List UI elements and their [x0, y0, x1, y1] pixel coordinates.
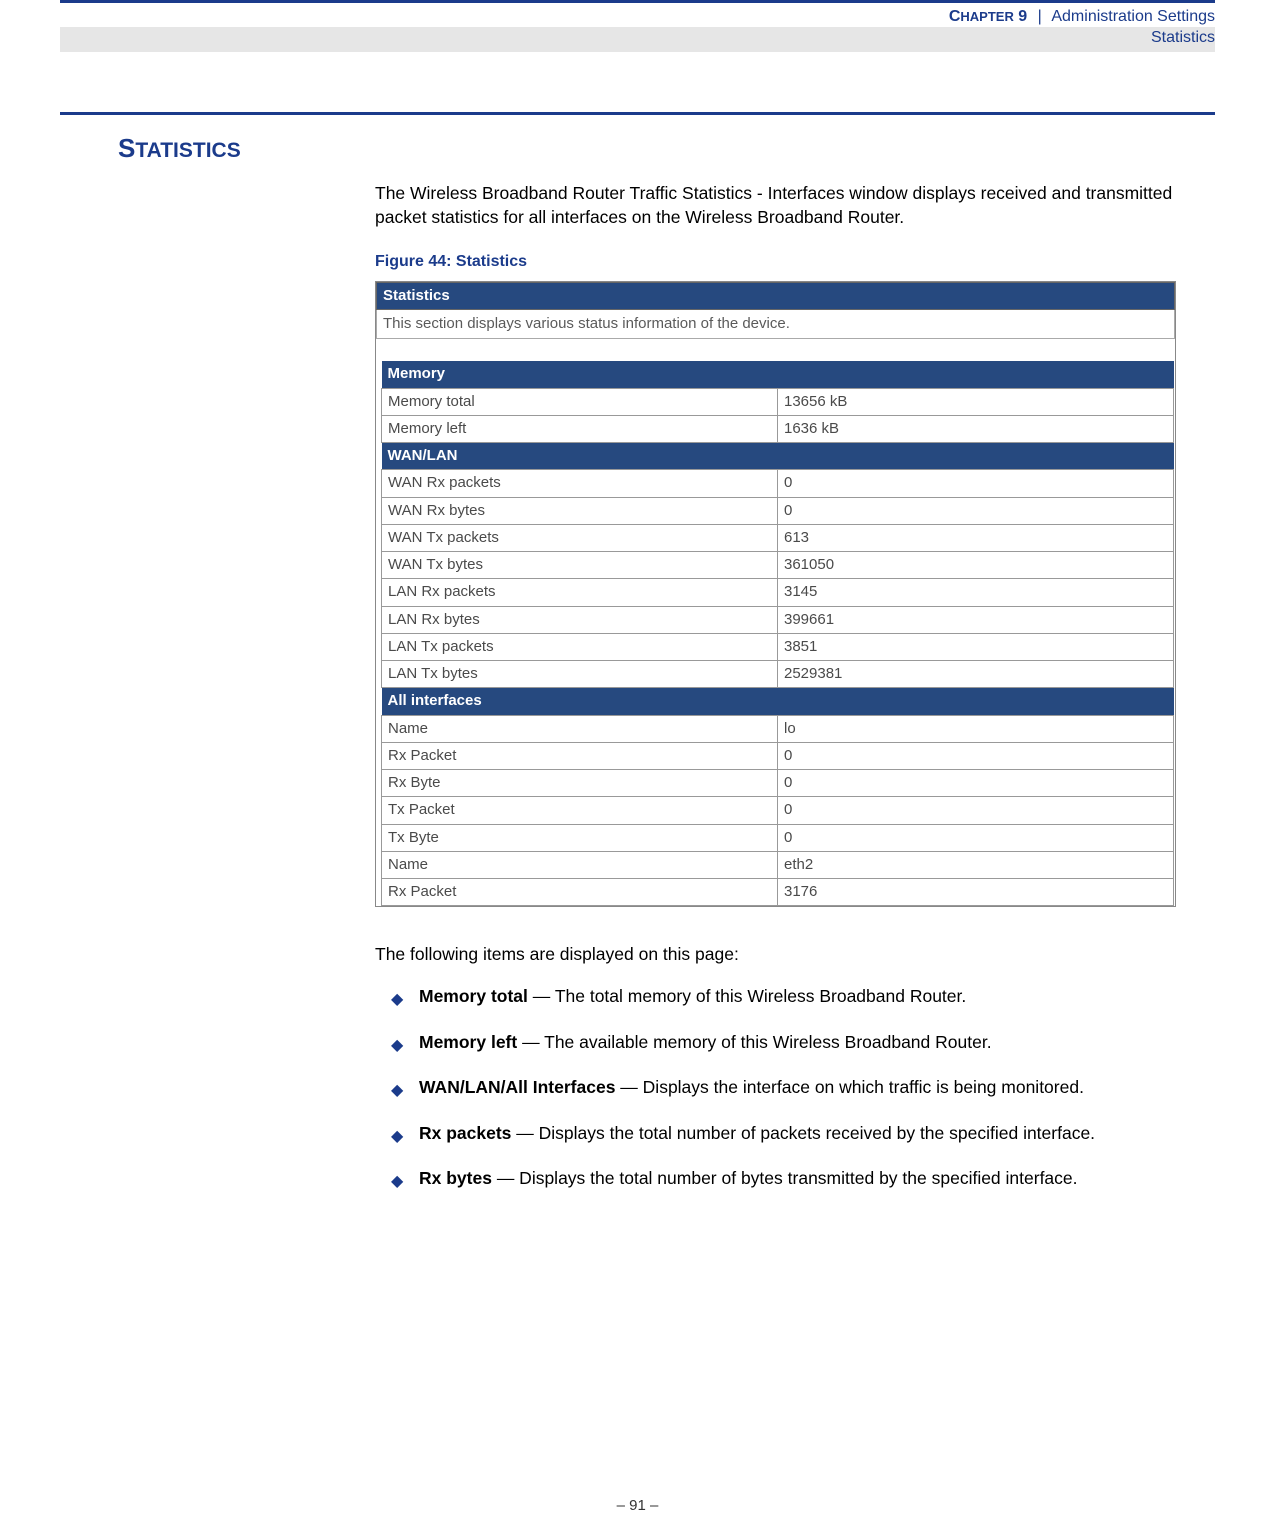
diamond-icon: ◆: [391, 989, 403, 1011]
cell-label: Name: [382, 715, 778, 742]
page-footer: – 91 –: [0, 1497, 1275, 1514]
table-row: LAN Rx bytes399661: [382, 606, 1174, 633]
stats-table: WAN/LANWAN Rx packets0WAN Rx bytes0WAN T…: [381, 443, 1174, 688]
cell-label: LAN Rx bytes: [382, 606, 778, 633]
table-row: Nameeth2: [382, 851, 1174, 878]
bullet-desc: — Displays the total number of bytes tra…: [492, 1168, 1078, 1188]
cell-value: 3145: [778, 579, 1174, 606]
stats-table: MemoryMemory total13656 kBMemory left163…: [381, 361, 1174, 443]
cell-value: 1636 kB: [778, 415, 1174, 442]
diamond-icon: ◆: [391, 1171, 403, 1193]
group-header: Memory: [382, 361, 1174, 388]
bullet-term: WAN/LAN/All Interfaces: [419, 1077, 615, 1097]
group-header: All interfaces: [382, 688, 1174, 715]
table-row: Tx Byte0: [382, 824, 1174, 851]
chapter-line: CHAPTER 9 | Administration Settings: [949, 7, 1215, 28]
cell-value: 0: [778, 470, 1174, 497]
cell-label: Rx Byte: [382, 770, 778, 797]
table-row: WAN Tx bytes361050: [382, 552, 1174, 579]
cell-label: LAN Rx packets: [382, 579, 778, 606]
header-subtitle: Statistics: [949, 28, 1215, 49]
cell-value: 613: [778, 524, 1174, 551]
cell-value: 0: [778, 742, 1174, 769]
pipe: |: [1038, 8, 1042, 25]
bullet-desc: — Displays the interface on which traffi…: [615, 1077, 1084, 1097]
list-item: ◆ Rx bytes — Displays the total number of…: [375, 1167, 1215, 1191]
table-row: Rx Packet0: [382, 742, 1174, 769]
bullet-list: ◆ Memory total — The total memory of this…: [375, 985, 1215, 1191]
section-rule: [60, 112, 1215, 115]
cell-label: Name: [382, 851, 778, 878]
cell-value: 0: [778, 824, 1174, 851]
table-row: Rx Byte0: [382, 770, 1174, 797]
cell-label: Rx Packet: [382, 742, 778, 769]
bullet-desc: — The available memory of this Wireless …: [517, 1032, 991, 1052]
section-title-cap: S: [118, 133, 135, 163]
section-title-rest: TATISTICS: [135, 139, 240, 162]
table-row: Namelo: [382, 715, 1174, 742]
header-bar: CHAPTER 9 | Administration Settings Stat…: [60, 0, 1215, 52]
bullet-desc: — Displays the total number of packets r…: [511, 1123, 1095, 1143]
bullet-term: Memory left: [419, 1032, 517, 1052]
cell-label: Tx Packet: [382, 797, 778, 824]
cell-label: WAN Rx bytes: [382, 497, 778, 524]
table-row: WAN Rx bytes0: [382, 497, 1174, 524]
cell-label: WAN Tx bytes: [382, 552, 778, 579]
diamond-icon: ◆: [391, 1080, 403, 1102]
table-row: Tx Packet0: [382, 797, 1174, 824]
cell-value: 3851: [778, 633, 1174, 660]
table-row: LAN Tx packets3851: [382, 633, 1174, 660]
figure-panel-title: Statistics: [376, 282, 1175, 310]
cell-label: LAN Tx packets: [382, 633, 778, 660]
cell-value: eth2: [778, 851, 1174, 878]
figure-label: Figure 44: Statistics: [375, 251, 1215, 273]
bullet-term: Rx bytes: [419, 1168, 492, 1188]
bullet-term: Memory total: [419, 986, 528, 1006]
table-row: WAN Tx packets613: [382, 524, 1174, 551]
cell-label: LAN Tx bytes: [382, 661, 778, 688]
cell-value: 0: [778, 770, 1174, 797]
section-title: STATISTICS: [118, 133, 1215, 164]
cell-value: 2529381: [778, 661, 1174, 688]
header-text: CHAPTER 9 | Administration Settings Stat…: [949, 7, 1215, 49]
header-section: Administration Settings: [1051, 8, 1215, 25]
cell-value: 399661: [778, 606, 1174, 633]
figure-tables: MemoryMemory total13656 kBMemory left163…: [381, 361, 1174, 906]
table-row: Memory left1636 kB: [382, 415, 1174, 442]
list-item: ◆ Memory total — The total memory of this…: [375, 985, 1215, 1009]
chapter-rest: HAPTER: [960, 9, 1013, 24]
figure-box: Statistics This section displays various…: [375, 281, 1176, 908]
bullet-desc: — The total memory of this Wireless Broa…: [528, 986, 966, 1006]
bullet-term: Rx packets: [419, 1123, 511, 1143]
table-row: LAN Tx bytes2529381: [382, 661, 1174, 688]
cell-label: Rx Packet: [382, 879, 778, 906]
table-row: WAN Rx packets0: [382, 470, 1174, 497]
stats-table: All interfacesNameloRx Packet0Rx Byte0Tx…: [381, 688, 1174, 906]
cell-label: Memory total: [382, 388, 778, 415]
table-row: LAN Rx packets3145: [382, 579, 1174, 606]
cell-value: 361050: [778, 552, 1174, 579]
cell-value: 3176: [778, 879, 1174, 906]
cell-label: Tx Byte: [382, 824, 778, 851]
after-text: The following items are displayed on thi…: [375, 943, 1215, 967]
cell-value: 0: [778, 797, 1174, 824]
chapter-num: 9: [1014, 8, 1027, 25]
diamond-icon: ◆: [391, 1126, 403, 1148]
chapter-cap: C: [949, 8, 961, 25]
cell-value: 0: [778, 497, 1174, 524]
list-item: ◆ Rx packets — Displays the total number …: [375, 1122, 1215, 1146]
cell-value: lo: [778, 715, 1174, 742]
intro-text: The Wireless Broadband Router Traffic St…: [375, 182, 1215, 229]
diamond-icon: ◆: [391, 1035, 403, 1057]
figure-panel-desc: This section displays various status inf…: [376, 310, 1175, 339]
cell-value: 13656 kB: [778, 388, 1174, 415]
group-header: WAN/LAN: [382, 443, 1174, 470]
table-row: Memory total13656 kB: [382, 388, 1174, 415]
cell-label: WAN Tx packets: [382, 524, 778, 551]
list-item: ◆ WAN/LAN/All Interfaces — Displays the i…: [375, 1076, 1215, 1100]
list-item: ◆ Memory left — The available memory of t…: [375, 1031, 1215, 1055]
cell-label: WAN Rx packets: [382, 470, 778, 497]
table-row: Rx Packet3176: [382, 879, 1174, 906]
cell-label: Memory left: [382, 415, 778, 442]
